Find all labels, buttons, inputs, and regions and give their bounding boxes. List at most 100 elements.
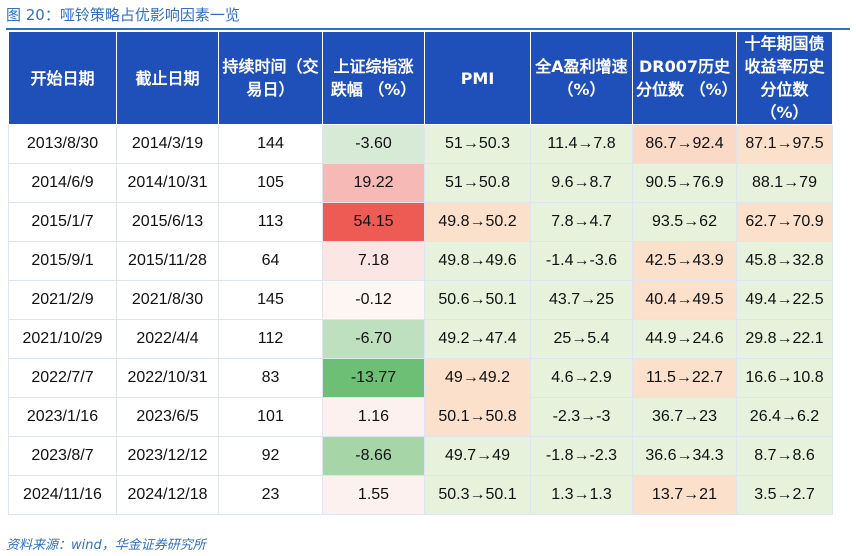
table-cell: 87.1→97.5: [736, 124, 833, 164]
title-underline: [6, 28, 850, 30]
table-cell: -13.77: [322, 358, 425, 398]
table-row: 2022/7/7 2022/10/31 83 -13.77 49→49.2 4.6→2.9…: [8, 358, 833, 398]
table-row: 2021/2/9 2021/8/30 145 -0.12 50.6→50.1 43.7→2…: [8, 280, 833, 320]
table-cell: 2021/10/29: [8, 319, 117, 359]
table-cell: -6.70: [322, 319, 425, 359]
table-cell: 2023/12/12: [116, 436, 219, 476]
table-cell: 2023/8/7: [8, 436, 117, 476]
table-cell: 11.4→7.8: [530, 124, 633, 164]
header-pmi: PMI: [424, 31, 531, 125]
table-cell: 1.55: [322, 475, 425, 515]
table-cell: -1.8→-2.3: [530, 436, 633, 476]
header-row: 开始日期 截止日期 持续时间（交易日） 上证综指涨跌幅 （%） PMI 全A盈利…: [8, 31, 833, 125]
table-cell: 83: [218, 358, 323, 398]
table-cell: 11.5→22.7: [632, 358, 737, 398]
table-cell: 50.1→50.8: [424, 397, 531, 437]
table-cell: 42.5→43.9: [632, 241, 737, 281]
table-cell: 29.8→22.1: [736, 319, 833, 359]
table-cell: 145: [218, 280, 323, 320]
table-cell: -0.12: [322, 280, 425, 320]
table-cell: 51→50.3: [424, 124, 531, 164]
table-cell: 54.15: [322, 202, 425, 242]
table-cell: 40.4→49.5: [632, 280, 737, 320]
table-body: 2013/8/30 2014/3/19 144 -3.60 51→50.3 11.4→7.…: [8, 124, 833, 515]
table-cell: 2014/10/31: [116, 163, 219, 203]
table-row: 2014/6/9 2014/10/31 105 19.22 51→50.8 9.6→8.7…: [8, 163, 833, 203]
table-cell: 2015/9/1: [8, 241, 117, 281]
table-cell: 4.6→2.9: [530, 358, 633, 398]
table-cell: 16.6→10.8: [736, 358, 833, 398]
table-cell: 2021/8/30: [116, 280, 219, 320]
table-cell: 113: [218, 202, 323, 242]
table-row: 2021/10/29 2022/4/4 112 -6.70 49.2→47.4 25→5.…: [8, 319, 833, 359]
table-cell: 64: [218, 241, 323, 281]
table-cell: 50.6→50.1: [424, 280, 531, 320]
table-cell: 2023/1/16: [8, 397, 117, 437]
table-cell: 2015/6/13: [116, 202, 219, 242]
table-row: 2023/1/16 2023/6/5 101 1.16 50.1→50.8 -2.3→-3…: [8, 397, 833, 437]
table-cell: 49.2→47.4: [424, 319, 531, 359]
table-cell: 2023/6/5: [116, 397, 219, 437]
table-cell: 8.7→8.6: [736, 436, 833, 476]
table-cell: 23: [218, 475, 323, 515]
data-table-wrap: 开始日期 截止日期 持续时间（交易日） 上证综指涨跌幅 （%） PMI 全A盈利…: [8, 31, 833, 515]
table-cell: 1.3→1.3: [530, 475, 633, 515]
table-row: 2015/1/7 2015/6/13 113 54.15 49.8→50.2 7.8→4.…: [8, 202, 833, 242]
table-row: 2015/9/1 2015/11/28 64 7.18 49.8→49.6 -1.4→-3…: [8, 241, 833, 281]
table-cell: 7.8→4.7: [530, 202, 633, 242]
table-cell: 86.7→92.4: [632, 124, 737, 164]
table-cell: 101: [218, 397, 323, 437]
table-cell: 49.4→22.5: [736, 280, 833, 320]
table-cell: 93.5→62: [632, 202, 737, 242]
header-start-date: 开始日期: [8, 31, 117, 125]
table-cell: 3.5→2.7: [736, 475, 833, 515]
table-row: 2024/11/16 2024/12/18 23 1.55 50.3→50.1 1.3→1…: [8, 475, 833, 515]
table-cell: 2022/4/4: [116, 319, 219, 359]
table-cell: 1.16: [322, 397, 425, 437]
table-cell: 2024/12/18: [116, 475, 219, 515]
table-cell: 2021/2/9: [8, 280, 117, 320]
header-dr007-percentile: DR007历史分位数 （%）: [632, 31, 738, 125]
table-cell: 50.3→50.1: [424, 475, 531, 515]
table-cell: 2014/6/9: [8, 163, 117, 203]
table-cell: 2024/11/16: [8, 475, 117, 515]
table-cell: 9.6→8.7: [530, 163, 633, 203]
table-cell: 112: [218, 319, 323, 359]
table-cell: 26.4→6.2: [736, 397, 833, 437]
table-cell: 2022/7/7: [8, 358, 117, 398]
table-cell: 51→50.8: [424, 163, 531, 203]
table-row: 2023/8/7 2023/12/12 92 -8.66 49.7→49 -1.8→-2.…: [8, 436, 833, 476]
source-note: 资料来源：wind，华金证券研究所: [6, 538, 206, 553]
table-cell: 49.8→50.2: [424, 202, 531, 242]
header-profit-growth: 全A盈利增速 （%）: [530, 31, 633, 125]
table-cell: 92: [218, 436, 323, 476]
table-cell: 49.7→49: [424, 436, 531, 476]
table-cell: 2022/10/31: [116, 358, 219, 398]
table-cell: -1.4→-3.6: [530, 241, 633, 281]
table-cell: 43.7→25: [530, 280, 633, 320]
table-cell: 36.7→23: [632, 397, 737, 437]
table-cell: 88.1→79: [736, 163, 833, 203]
table-cell: 2013/8/30: [8, 124, 117, 164]
table-cell: 19.22: [322, 163, 425, 203]
table-cell: 144: [218, 124, 323, 164]
table-cell: 49.8→49.6: [424, 241, 531, 281]
table-cell: 36.6→34.3: [632, 436, 737, 476]
table-cell: -3.60: [322, 124, 425, 164]
table-cell: 2015/1/7: [8, 202, 117, 242]
data-table: 开始日期 截止日期 持续时间（交易日） 上证综指涨跌幅 （%） PMI 全A盈利…: [8, 31, 833, 515]
table-cell: 62.7→70.9: [736, 202, 833, 242]
table-cell: 44.9→24.6: [632, 319, 737, 359]
header-index-change: 上证综指涨跌幅 （%）: [322, 31, 425, 125]
header-end-date: 截止日期: [116, 31, 219, 125]
table-cell: 49→49.2: [424, 358, 531, 398]
table-cell: 25→5.4: [530, 319, 633, 359]
figure-title: 图 20：哑铃策略占优影响因素一览: [6, 6, 240, 24]
table-cell: 2014/3/19: [116, 124, 219, 164]
table-cell: -2.3→-3: [530, 397, 633, 437]
table-row: 2013/8/30 2014/3/19 144 -3.60 51→50.3 11.4→7.…: [8, 124, 833, 164]
table-cell: -8.66: [322, 436, 425, 476]
table-cell: 13.7→21: [632, 475, 737, 515]
table-cell: 90.5→76.9: [632, 163, 737, 203]
table-cell: 2015/11/28: [116, 241, 219, 281]
